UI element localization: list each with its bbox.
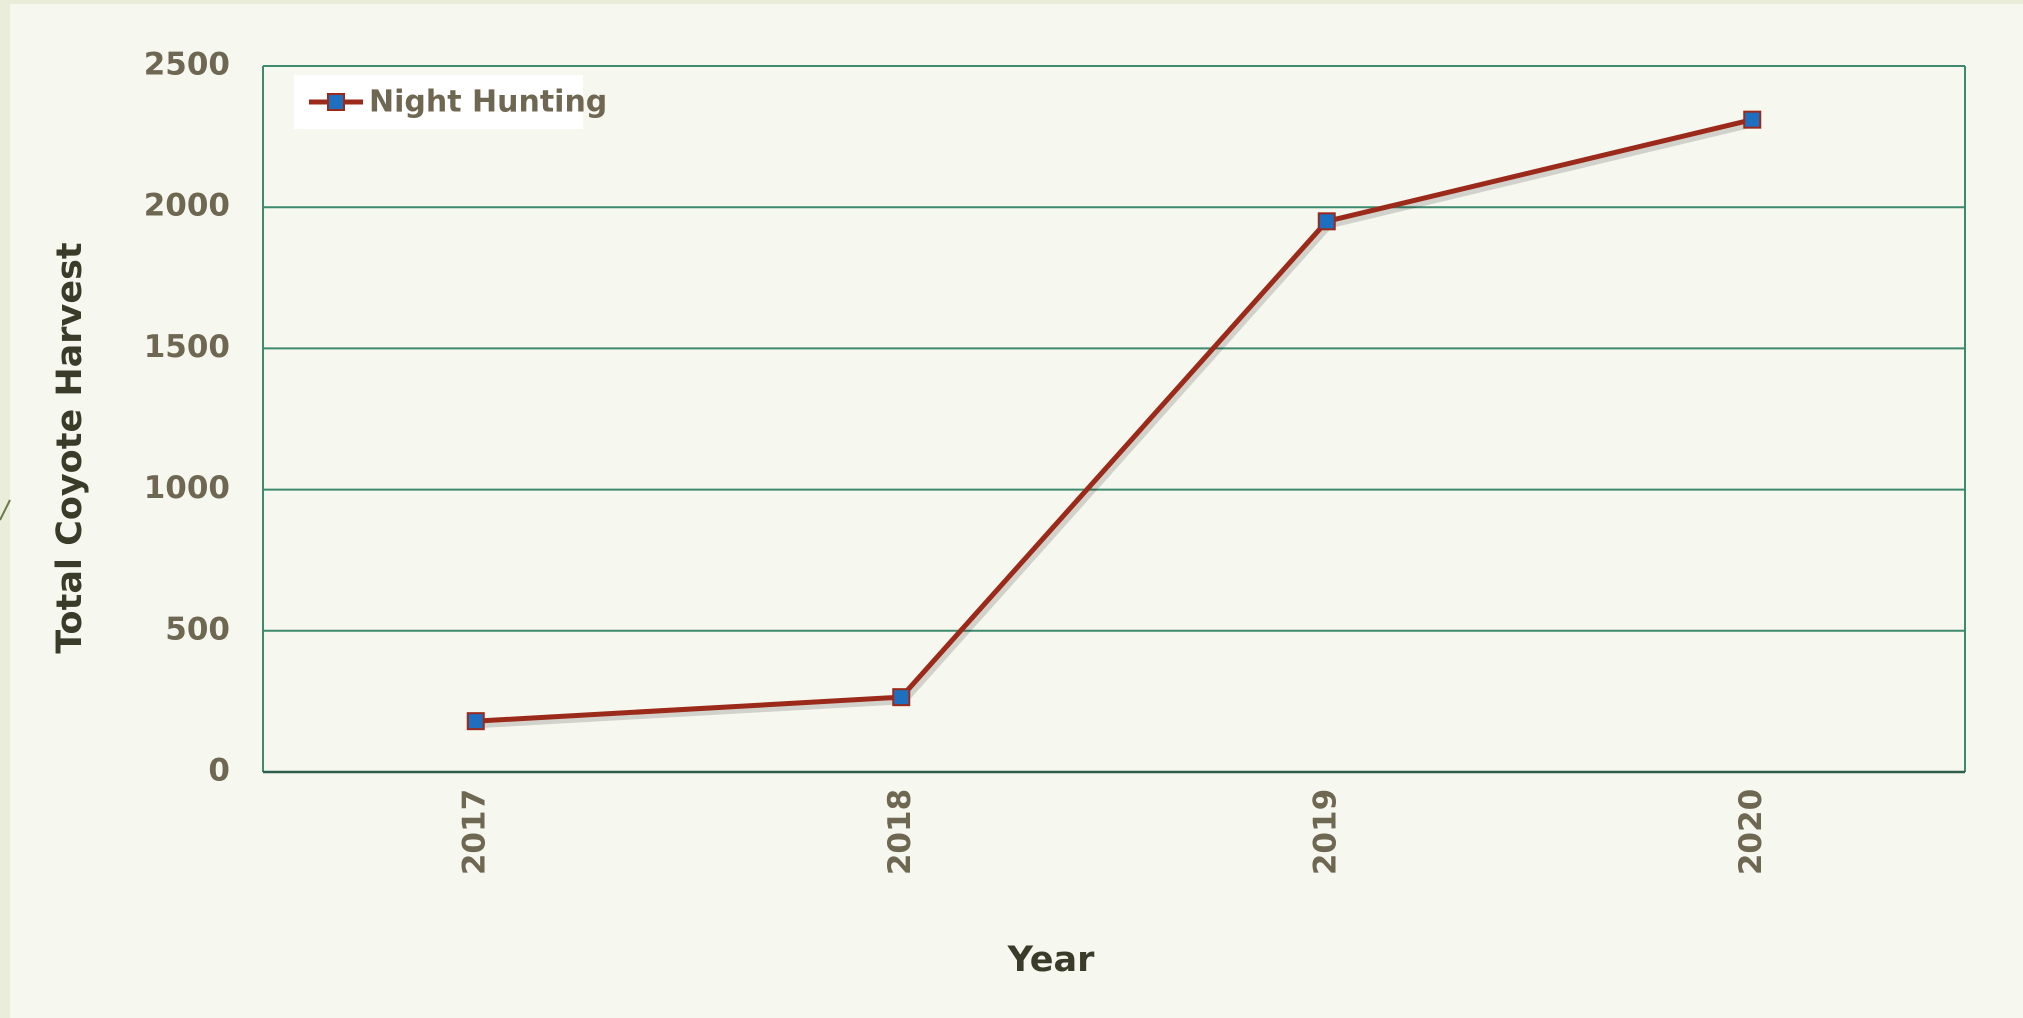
slide-background xyxy=(10,4,2023,1018)
y-tick-label: 1000 xyxy=(144,470,230,506)
x-tick-label: 2019 xyxy=(1307,789,1343,875)
line-shadow xyxy=(478,120,1756,729)
marker xyxy=(466,712,485,731)
decoration xyxy=(0,499,11,521)
y-tick-label: 2500 xyxy=(144,47,230,83)
x-axis-title: Year xyxy=(1007,940,1095,980)
x-tick-label: 2020 xyxy=(1733,789,1769,875)
marker xyxy=(1317,212,1336,231)
marker xyxy=(1743,110,1762,129)
y-tick-label: 2000 xyxy=(144,188,230,224)
series-line xyxy=(475,117,1753,724)
legend-label: Night Hunting xyxy=(369,85,607,120)
x-tick-label: 2018 xyxy=(882,789,918,875)
x-tick-label: 2017 xyxy=(456,789,492,875)
y-axis-title: Total Coyote Harvest xyxy=(50,242,90,653)
y-tick-label: 1500 xyxy=(144,329,230,365)
marker xyxy=(892,688,911,707)
y-tick-label: 500 xyxy=(165,611,230,647)
y-tick-label: 0 xyxy=(208,753,230,789)
legend-marker xyxy=(327,93,345,111)
